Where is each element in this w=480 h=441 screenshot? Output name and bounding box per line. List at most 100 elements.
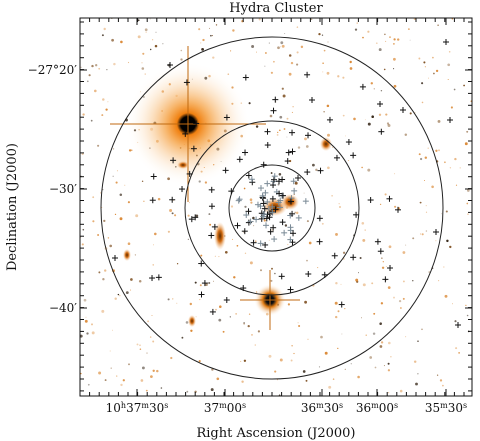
member-marker [317, 167, 324, 174]
faint-source [243, 187, 246, 190]
member-marker [209, 308, 216, 315]
faint-source [152, 340, 155, 343]
faint-source [212, 280, 214, 282]
faint-source [113, 62, 116, 66]
faint-source [307, 338, 309, 340]
faint-source [380, 89, 383, 92]
member-marker [338, 301, 345, 308]
faint-source [372, 332, 376, 335]
faint-source [327, 166, 330, 170]
faint-source [454, 157, 457, 161]
member-marker [208, 232, 215, 239]
faint-source [277, 131, 279, 134]
member-marker [190, 145, 197, 152]
faint-source [315, 168, 318, 172]
faint-source [413, 360, 417, 363]
faint-source [433, 72, 435, 75]
faint-source [216, 377, 220, 381]
faint-source [465, 304, 467, 307]
faint-source [412, 280, 414, 282]
faint-source [138, 279, 142, 283]
member-marker [262, 189, 269, 196]
faint-source [297, 322, 299, 324]
member-marker [279, 219, 286, 226]
faint-source [387, 362, 390, 365]
faint-source [428, 271, 430, 273]
faint-source [332, 146, 334, 148]
faint-source [139, 344, 141, 347]
member-marker [279, 176, 286, 183]
faint-source [195, 316, 197, 318]
faint-source [116, 170, 119, 172]
faint-source [257, 330, 261, 333]
faint-source [355, 278, 359, 282]
faint-source [264, 52, 267, 54]
faint-source [287, 303, 291, 306]
faint-source [160, 387, 163, 389]
faint-source [180, 58, 183, 61]
member-marker [326, 116, 333, 123]
faint-source [167, 298, 170, 301]
faint-source [186, 390, 189, 393]
faint-source [418, 57, 421, 60]
faint-source [268, 354, 272, 358]
faint-source [149, 18, 151, 20]
member-marker [400, 107, 406, 113]
faint-source [424, 156, 428, 159]
faint-source [255, 240, 257, 242]
faint-source [323, 111, 325, 113]
faint-source [302, 370, 306, 373]
faint-source [212, 56, 215, 59]
faint-source [142, 52, 145, 55]
faint-source [104, 379, 107, 382]
member-marker [270, 107, 277, 114]
galaxy [320, 137, 332, 151]
faint-source [322, 71, 324, 73]
faint-source [335, 232, 338, 236]
member-marker [269, 203, 276, 210]
member-marker [198, 260, 205, 267]
faint-source [172, 298, 174, 300]
faint-source [194, 281, 197, 284]
member-marker [287, 224, 294, 231]
faint-source [370, 82, 373, 85]
faint-source [397, 38, 400, 41]
faint-source [141, 67, 145, 70]
faint-source [334, 301, 338, 305]
faint-source [147, 320, 150, 323]
faint-source [284, 224, 288, 227]
faint-source [243, 323, 245, 325]
member-marker [305, 132, 312, 139]
faint-source [218, 318, 222, 322]
faint-source [381, 266, 385, 269]
faint-source [244, 205, 247, 208]
faint-source [332, 378, 335, 380]
faint-source [383, 68, 386, 71]
faint-source [81, 152, 84, 156]
faint-source [379, 203, 382, 206]
faint-source [349, 67, 353, 70]
faint-source [464, 142, 468, 146]
faint-source [181, 336, 184, 339]
faint-source [296, 51, 299, 54]
member-marker [198, 291, 205, 298]
faint-source [378, 113, 382, 116]
faint-source [331, 195, 333, 197]
faint-source [200, 254, 203, 257]
faint-source [153, 244, 154, 246]
member-marker [264, 142, 271, 149]
faint-source [361, 317, 363, 319]
faint-source [104, 269, 107, 272]
faint-source [279, 358, 283, 362]
faint-source [328, 385, 332, 389]
member-marker [276, 190, 283, 197]
faint-source [296, 26, 299, 28]
member-marker [259, 192, 266, 199]
member-marker [182, 130, 189, 137]
faint-source [251, 45, 255, 48]
member-marker [179, 186, 186, 193]
faint-source [250, 201, 253, 204]
member-marker [382, 276, 389, 283]
member-marker [270, 224, 277, 231]
member-marker [316, 238, 323, 245]
